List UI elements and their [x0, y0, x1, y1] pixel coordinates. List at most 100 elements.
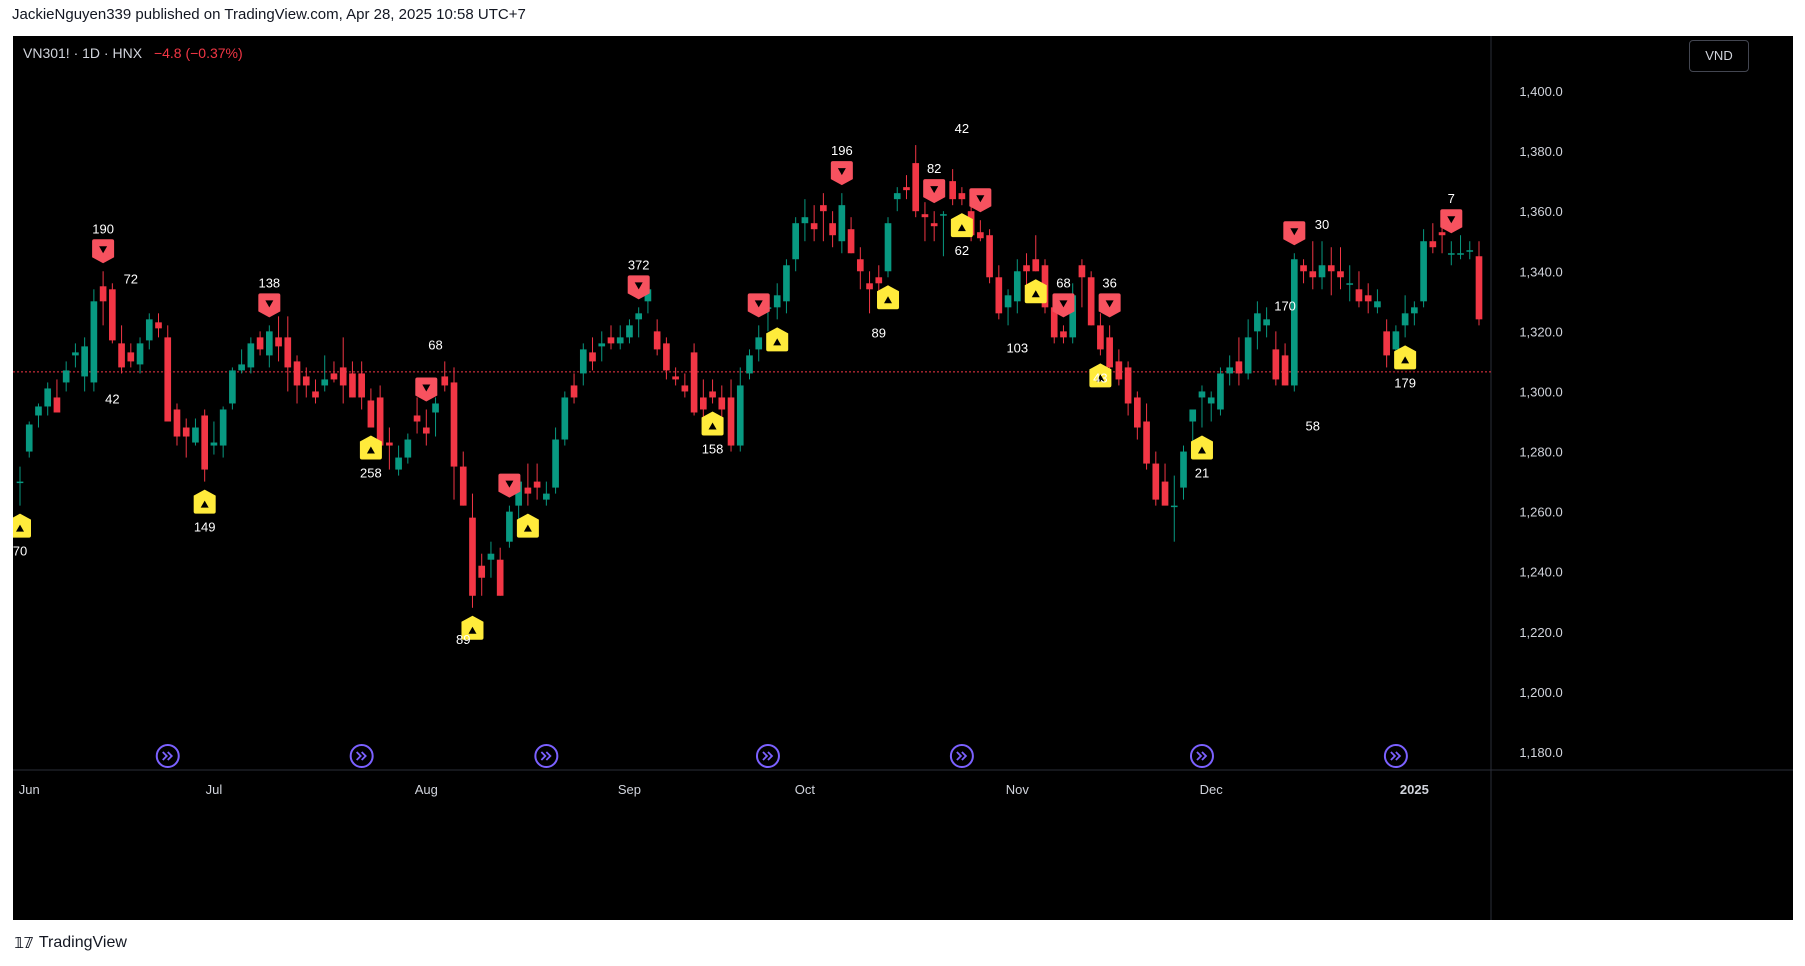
candle — [164, 325, 172, 422]
candle-body — [746, 355, 753, 374]
signal-value-label: 36 — [1102, 275, 1116, 290]
session-circle — [534, 744, 559, 768]
candle-body — [543, 493, 550, 500]
x-tick-label: Dec — [1200, 782, 1224, 797]
candle — [1235, 337, 1243, 386]
candle-body — [265, 331, 273, 356]
buy-signal-marker — [516, 513, 539, 538]
candle-body — [90, 301, 98, 383]
candle — [626, 319, 633, 344]
candle — [506, 505, 513, 548]
candle — [1290, 253, 1298, 392]
candle-body — [884, 223, 892, 272]
candle-body — [16, 481, 24, 484]
candle-body — [1337, 271, 1344, 278]
candle — [1097, 313, 1104, 356]
candle — [1078, 259, 1086, 308]
signal-value-label: 258 — [360, 466, 382, 481]
footer-brand[interactable]: 𝟙𝟟 TradingView — [14, 934, 127, 952]
candle — [1226, 355, 1234, 386]
up-arrow-icon — [1096, 374, 1105, 382]
candle-body — [229, 370, 236, 404]
candle-body — [1254, 313, 1261, 332]
chart-panel[interactable]: 1,400.0 1,380.0 1,360.0 1,340.0 1,320.0 1,300… — [13, 36, 1793, 920]
x-tick-label: Sep — [618, 782, 641, 797]
y-tick-label: 1,400.0 — [1519, 84, 1562, 99]
down-arrow-icon — [976, 195, 985, 203]
candle-body — [838, 205, 846, 242]
candle-body — [136, 343, 144, 365]
candle — [1152, 451, 1160, 506]
candle — [349, 361, 356, 398]
candle — [478, 553, 486, 596]
session-circle — [155, 744, 180, 768]
candle — [1060, 325, 1067, 344]
candle-body — [1189, 409, 1197, 422]
symbol-label[interactable]: VN301! · 1D · HNX — [23, 45, 143, 61]
buy-signal-marker — [1024, 279, 1047, 304]
candle-body — [1364, 295, 1372, 302]
down-arrow-icon — [837, 168, 846, 176]
candle-body — [820, 205, 827, 212]
candle-body — [256, 337, 264, 350]
symbol-info[interactable]: VN301! · 1D · HNX −4.8 (−0.37%) — [23, 45, 243, 61]
candle-body — [432, 403, 439, 413]
candle-body — [644, 289, 652, 302]
floating-value-label: 30 — [1315, 217, 1329, 232]
candle — [718, 385, 726, 422]
candlestick-chart[interactable]: 1,400.0 1,380.0 1,360.0 1,340.0 1,320.0 1,300… — [13, 36, 1793, 920]
candle — [1355, 271, 1363, 308]
candle-body — [810, 223, 818, 230]
candle — [690, 343, 698, 416]
down-arrow-icon — [930, 186, 939, 194]
candle — [700, 379, 707, 422]
candle — [1281, 343, 1289, 386]
candle-body — [856, 259, 864, 272]
candle-body — [330, 373, 338, 380]
candle-body — [1244, 337, 1252, 374]
double-chevron-right-icon — [540, 751, 552, 761]
candle — [229, 367, 236, 410]
signal-value-label: 68 — [1056, 275, 1070, 290]
buy-signal-marker: 179 — [1394, 345, 1417, 390]
candle — [25, 421, 33, 458]
candle — [579, 343, 587, 386]
candle-body — [367, 400, 375, 428]
candle-body — [718, 397, 726, 410]
candle-body — [977, 232, 984, 239]
candle-body — [25, 424, 33, 452]
candle-body — [1235, 361, 1243, 374]
candle — [1263, 307, 1270, 338]
buy-signal-marker: 158 — [701, 411, 724, 456]
candle-body — [607, 337, 615, 344]
signal-value-label: 196 — [831, 143, 853, 158]
candle — [339, 337, 347, 404]
candle-body — [709, 391, 716, 398]
candle — [589, 337, 596, 371]
candle-body — [127, 352, 135, 362]
candle-body — [893, 193, 901, 200]
candle-body — [829, 223, 836, 236]
y-tick-label: 1,320.0 — [1519, 324, 1562, 339]
candle — [284, 316, 292, 392]
double-chevron-right-icon — [1390, 751, 1402, 761]
candle-body — [866, 283, 873, 290]
buy-signal-marker — [766, 327, 789, 352]
buy-signal-marker — [1089, 363, 1112, 388]
candle-body — [903, 187, 910, 191]
candle — [1023, 253, 1030, 290]
candle — [986, 229, 993, 284]
candle-body — [219, 409, 227, 446]
down-arrow-icon — [754, 300, 763, 308]
candle-body — [1115, 361, 1123, 380]
candle-body — [1217, 373, 1224, 410]
buy-signal-marker: 149 — [193, 489, 216, 535]
currency-button[interactable]: VND — [1689, 40, 1749, 72]
candle — [1161, 463, 1169, 506]
y-tick-label: 1,280.0 — [1519, 445, 1562, 460]
candle-body — [1272, 349, 1280, 380]
candle-body — [1392, 331, 1400, 350]
candle — [1383, 319, 1390, 368]
candle — [635, 307, 643, 338]
double-chevron-right-icon — [1196, 751, 1208, 761]
